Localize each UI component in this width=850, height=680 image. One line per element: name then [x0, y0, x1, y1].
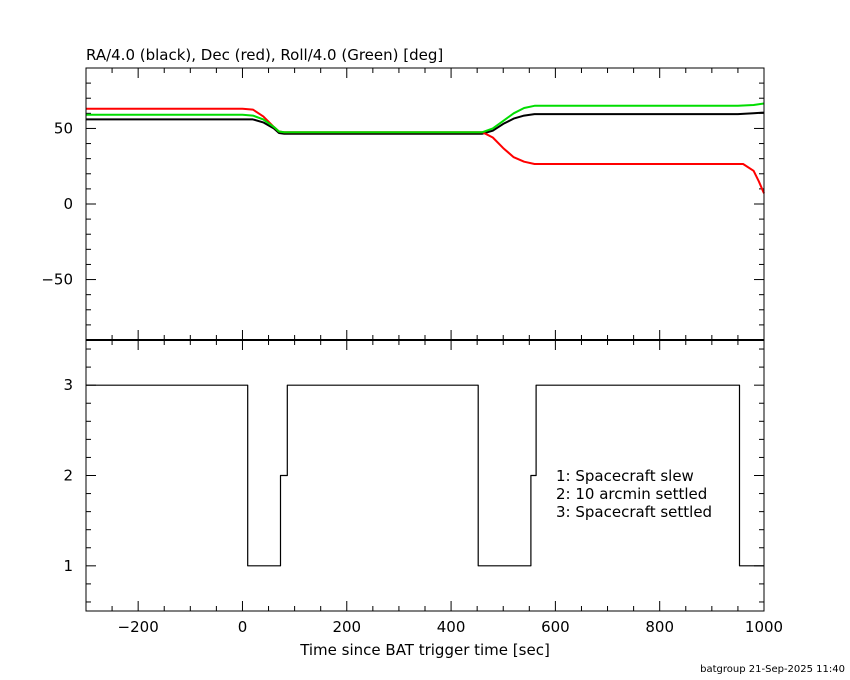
top-y-tick-label: 0	[63, 195, 73, 213]
top-y-tick-label: −50	[41, 271, 73, 289]
legend-annotation-10arcmin: 2: 10 arcmin settled	[556, 485, 707, 503]
x-tick-label: 600	[541, 618, 570, 636]
top-series-line-1	[86, 107, 765, 194]
x-tick-label: −200	[118, 618, 159, 636]
top-axis-ticks: −50 0 50	[41, 67, 765, 341]
bottom-y-tick-label: 3	[63, 376, 73, 394]
legend-annotation-settled: 3: Spacecraft settled	[556, 503, 712, 521]
footer-stamp: batgroup 21-Sep-2025 11:40	[700, 664, 845, 675]
x-axis-label: Time since BAT trigger time [sec]	[299, 641, 550, 659]
top-series-line-2	[86, 102, 765, 134]
top-series-group	[86, 102, 765, 194]
legend-annotation-slew: 1: Spacecraft slew	[556, 467, 694, 485]
x-tick-label: 400	[437, 618, 466, 636]
settle-status-panel: 1 2 3 −200 0 200 400 600 800 1000 1: Spacecraft s…	[63, 339, 783, 659]
x-tick-label: 1000	[745, 618, 783, 636]
x-tick-label: 800	[645, 618, 674, 636]
top-y-tick-label: 50	[54, 119, 73, 137]
top-chart-title: RA/4.0 (black), Dec (red), Roll/4.0 (Gre…	[86, 46, 443, 64]
top-series-line-0	[86, 111, 765, 135]
bottom-y-tick-label: 1	[63, 557, 73, 575]
x-tick-label: 200	[332, 618, 361, 636]
attitude-panel: RA/4.0 (black), Dec (red), Roll/4.0 (Gre…	[41, 46, 765, 341]
bottom-series-line-0	[86, 384, 764, 567]
bottom-series-group	[86, 384, 764, 567]
x-tick-label: 0	[238, 618, 248, 636]
bottom-y-tick-label: 2	[63, 467, 73, 485]
